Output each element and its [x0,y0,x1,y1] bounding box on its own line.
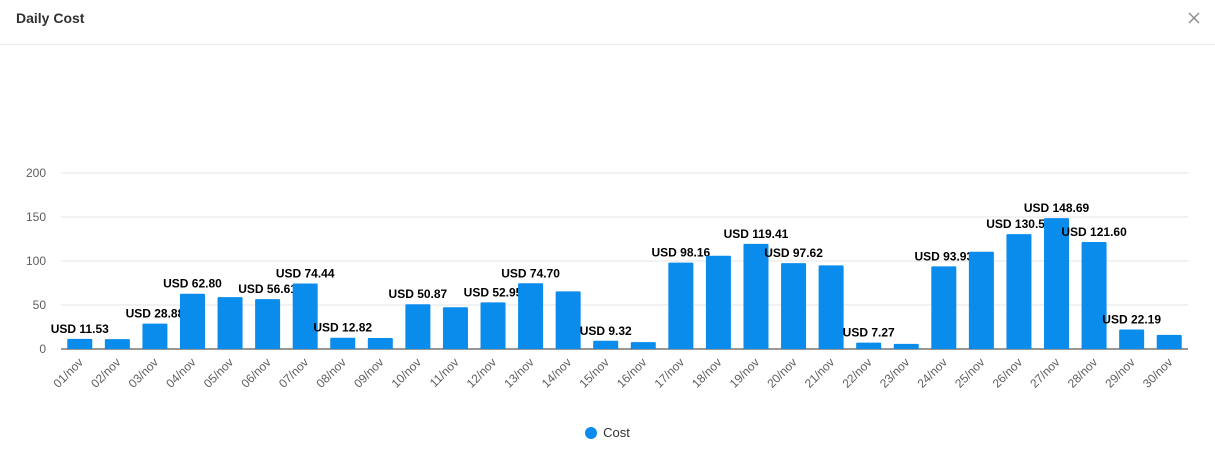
x-tick-label: 09/nov [351,355,386,390]
data-label: USD 97.62 [764,246,823,260]
data-label: USD 56.61 [238,282,297,296]
x-tick-label: 08/nov [313,355,348,390]
bar[interactable] [893,343,919,349]
x-tick-label: 11/nov [427,355,462,390]
x-tick-label: 01/nov [51,355,86,390]
bar[interactable] [705,255,731,349]
data-label: USD 74.70 [501,266,560,280]
bar[interactable] [743,243,769,349]
data-label: USD 52.95 [464,285,523,299]
x-tick-label: 06/nov [238,355,273,390]
bar[interactable] [668,262,694,349]
bar[interactable] [856,342,882,349]
chart-legend: Cost [0,425,1215,442]
bar-chart: 0 50 100 150 200 01/nov USD 11.53 02/nov 03/nov U… [26,166,1188,391]
x-tick-label: 18/nov [689,355,724,390]
x-tick-label: 30/nov [1140,355,1175,390]
x-tick-label: 21/nov [802,355,837,390]
y-tick-label: 200 [26,166,46,180]
x-tick-label: 12/nov [464,355,499,390]
bar[interactable] [555,291,581,349]
x-tick-label: 19/nov [727,355,762,390]
bar[interactable] [818,265,844,349]
data-label: USD 130.58 [986,217,1052,231]
bar[interactable] [1081,241,1107,349]
x-tick-label: 17/nov [652,355,687,390]
data-label: USD 12.82 [313,321,372,335]
bar[interactable] [67,338,93,349]
bar[interactable] [255,299,281,349]
data-label: USD 93.93 [914,249,973,263]
x-tick-label: 14/nov [539,355,574,390]
bar[interactable] [931,266,957,349]
x-tick-label: 03/nov [126,355,161,390]
close-icon[interactable] [1184,8,1204,28]
data-label: USD 74.44 [276,266,335,280]
x-tick-label: 22/nov [839,355,874,390]
legend-swatch [585,426,598,439]
x-tick-label: 04/nov [163,355,198,390]
bar[interactable] [781,263,807,349]
bar[interactable] [142,323,168,349]
x-tick-label: 28/nov [1065,355,1100,390]
x-tick-label: 02/nov [88,355,123,390]
data-label: USD 119.41 [724,227,789,241]
data-label: USD 121.60 [1061,225,1127,239]
bar[interactable] [1156,334,1182,349]
x-tick-label: 23/nov [877,355,912,390]
dialog-title: Daily Cost [16,10,85,26]
bar[interactable] [292,283,318,349]
x-tick-label: 25/nov [952,355,987,390]
data-label: USD 11.53 [51,322,109,336]
dialog-header: Daily Cost [0,0,1215,45]
x-tick-label: 10/nov [389,355,424,390]
x-tick-label: 07/nov [276,355,311,390]
bar[interactable] [480,302,506,349]
x-tick-label: 16/nov [614,355,649,390]
data-label: USD 7.27 [843,326,895,340]
x-tick-label: 26/nov [990,355,1025,390]
bar[interactable] [367,338,393,349]
legend-label: Cost [603,425,630,440]
y-tick-label: 100 [26,254,46,268]
y-tick-label: 0 [39,342,46,356]
bar[interactable] [442,307,468,349]
y-tick-label: 50 [33,298,47,312]
bar[interactable] [593,340,619,349]
x-tick-label: 13/nov [501,355,536,390]
bar[interactable] [405,304,431,349]
data-label: USD 50.87 [389,287,448,301]
data-label: USD 28.88 [126,307,185,321]
bar[interactable] [968,251,994,349]
bar[interactable] [330,337,356,349]
data-label: USD 9.32 [580,324,632,338]
legend-item-cost[interactable]: Cost [585,425,630,440]
x-tick-label: 24/nov [915,355,950,390]
bar[interactable] [104,339,130,349]
bar[interactable] [518,283,544,349]
bar[interactable] [179,293,205,349]
y-tick-label: 150 [26,210,46,224]
data-label: USD 62.80 [163,277,222,291]
bar[interactable] [1006,234,1032,349]
x-tick-label: 15/nov [576,355,611,390]
bar[interactable] [1119,329,1145,349]
bar[interactable] [1044,218,1070,349]
x-tick-label: 05/nov [201,355,236,390]
data-label: USD 98.16 [651,246,710,260]
bar[interactable] [630,342,656,349]
bar[interactable] [217,297,243,349]
x-tick-label: 29/nov [1102,355,1137,390]
data-label: USD 148.69 [1024,201,1090,215]
x-tick-label: 27/nov [1027,355,1062,390]
data-label: USD 22.19 [1102,312,1161,326]
x-tick-label: 20/nov [764,355,799,390]
